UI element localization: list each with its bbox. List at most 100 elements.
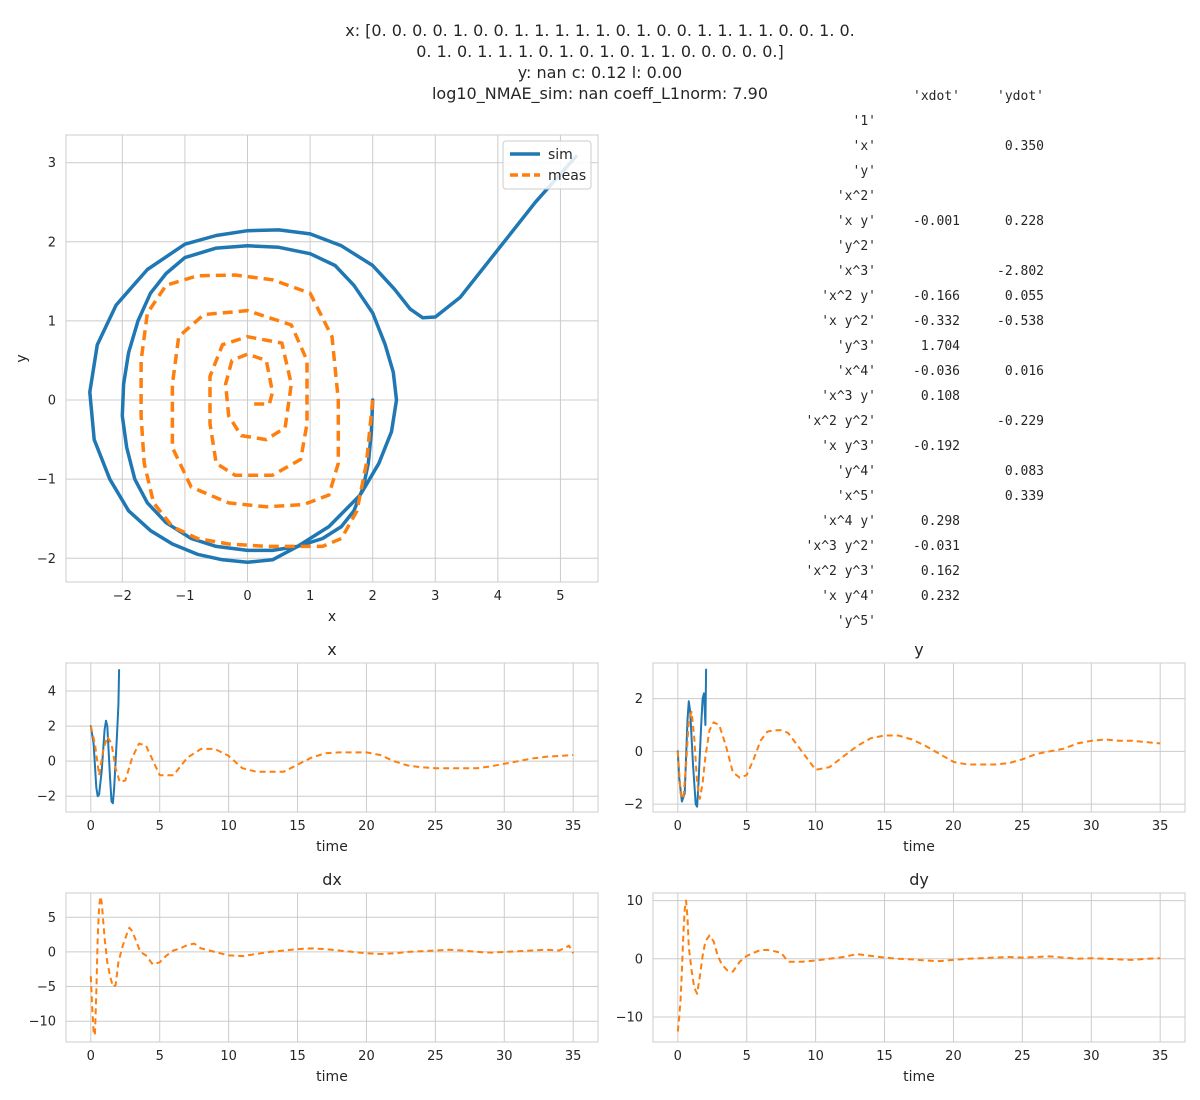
phase-x-tick-label: 3 — [431, 589, 439, 604]
table-cell-xdot: -0.332 — [913, 314, 960, 329]
table-row-term: 'x^2 y' — [821, 289, 876, 304]
table-row-term: 'x y^2' — [821, 314, 876, 329]
table-row-term: 'x^5' — [837, 489, 876, 504]
table-column-header: 'xdot' — [913, 89, 960, 104]
x_time-y-tick-label: 4 — [48, 685, 56, 700]
x_time-series-sim — [89, 669, 121, 805]
phase-y-tick-label: −2 — [37, 552, 56, 567]
table-row-term: 'x^4 y' — [821, 514, 876, 529]
y_time-series-sim — [676, 668, 708, 808]
dx_time-axes-frame — [65, 892, 599, 1043]
table-row-term: 'y^2' — [837, 239, 876, 254]
table-cell-xdot: -0.166 — [913, 289, 960, 304]
x_time-x-tick-label: 0 — [87, 819, 95, 834]
x_time-axes-frame — [65, 662, 599, 813]
y_time-panel-title: y — [914, 640, 923, 659]
table-row-term: 'x y^3' — [821, 439, 876, 454]
table-row-term: 'y^4' — [837, 464, 876, 479]
y_time-x-tick-label: 0 — [674, 819, 682, 834]
table-row: 'x^2 y^3' 0.162 — [806, 564, 960, 579]
table-cell-xdot: -0.001 — [913, 214, 960, 229]
x_time-x-tick-label: 20 — [358, 819, 375, 834]
y-time-panel: 0 5 10 15 20 25 30 35 −2 0 2 time y — [624, 640, 1186, 855]
dy_time-x-tick-label: 20 — [945, 1049, 962, 1064]
table-cell-ydot: -2.802 — [997, 264, 1044, 279]
dy_time-panel-title: dy — [909, 870, 929, 889]
table-row: 'y^5' — [837, 614, 876, 629]
dy_time-y-tick-label: −10 — [616, 1010, 643, 1025]
table-row: 'x^3 y^2' -0.031 — [806, 539, 960, 554]
table-cell-xdot: 1.704 — [921, 339, 960, 354]
phase-y-tick-label: 1 — [48, 314, 56, 329]
dx_time-x-tick-label: 35 — [565, 1049, 582, 1064]
phase-x-tick-label: 5 — [556, 589, 564, 604]
dy_time-x-tick-label: 10 — [807, 1049, 824, 1064]
x-time-panel: 0 5 10 15 20 25 30 35 −2 0 2 4 time x — [37, 640, 599, 855]
table-column-header: 'ydot' — [997, 89, 1044, 104]
figure-title-line-3: y: nan c: 0.12 l: 0.00 — [518, 63, 682, 82]
phase-y-tick-label: −1 — [37, 473, 56, 488]
dy_time-x-tick-label: 5 — [743, 1049, 751, 1064]
x_time-x-tick-label: 15 — [289, 819, 306, 834]
table-row: '1' — [853, 114, 876, 129]
x_time-y-tick-label: −2 — [37, 790, 56, 805]
figure-title: x: [0. 0. 0. 0. 1. 0. 0. 1. 1. 1. 1. 1. … — [345, 21, 855, 104]
dx-time-panel: 0 5 10 15 20 25 30 35 −10 −5 0 5 time dx — [29, 870, 599, 1085]
dx_time-x-tick-label: 5 — [156, 1049, 164, 1064]
table-cell-ydot: 0.055 — [1005, 289, 1044, 304]
dx_time-y-tick-label: −10 — [29, 1015, 56, 1030]
table-row-term: 'y^5' — [837, 614, 876, 629]
table-row: 'x^5' 0.339 — [837, 489, 1044, 504]
dx_time-y-tick-label: 5 — [48, 911, 56, 926]
dy_time-y-tick-label: 0 — [635, 952, 643, 967]
figure-title-line-1: x: [0. 0. 0. 0. 1. 0. 0. 1. 1. 1. 1. 1. … — [345, 21, 855, 40]
dy_time-x-tick-label: 15 — [876, 1049, 893, 1064]
x_time-y-tick-label: 0 — [48, 755, 56, 770]
x_time-x-tick-label: 10 — [220, 819, 237, 834]
y_time-plot-area — [653, 663, 1185, 812]
phase-x-tick-label: 2 — [369, 589, 377, 604]
dx_time-plot-area — [66, 893, 598, 1042]
table-cell-xdot: -0.031 — [913, 539, 960, 554]
table-row-term: 'x y^4' — [821, 589, 876, 604]
y_time-axes-frame — [652, 662, 1186, 813]
phase-x-tick-label: −1 — [175, 589, 194, 604]
phase-x-tick-label: −2 — [113, 589, 132, 604]
table-row: 'y^3' 1.704 — [837, 339, 960, 354]
table-row: 'x^4 y' 0.298 — [821, 514, 960, 529]
table-row-term: 'x^3 y' — [821, 389, 876, 404]
phase-legend-label-sim: sim — [548, 147, 573, 163]
table-cell-xdot: -0.192 — [913, 439, 960, 454]
dx_time-panel-title: dx — [322, 870, 342, 889]
table-row-term: '1' — [853, 114, 876, 129]
table-row-term: 'y^3' — [837, 339, 876, 354]
table-cell-xdot: 0.232 — [921, 589, 960, 604]
table-row: 'x^2 y' -0.166 0.055 — [821, 289, 1044, 304]
dx_time-y-tick-label: 0 — [48, 945, 56, 960]
x_time-panel-title: x — [327, 640, 336, 659]
dx_time-x-axis-label: time — [316, 1069, 348, 1085]
y_time-x-tick-label: 15 — [876, 819, 893, 834]
y_time-x-axis-label: time — [903, 839, 935, 855]
phase-x-tick-label: 1 — [306, 589, 314, 604]
x_time-series-meas — [89, 725, 574, 784]
phase-series-meas — [139, 273, 375, 549]
table-row: 'y^2' — [837, 239, 876, 254]
coefficient-table: 'xdot' 'ydot' '1' 'x' 0.350 'y' 'x^2' 'x y' -0.0… — [806, 89, 1044, 629]
table-row-term: 'x^2 y^2' — [806, 414, 876, 429]
table-row-term: 'x^3' — [837, 264, 876, 279]
phase-y-tick-label: 0 — [48, 394, 56, 409]
table-row: 'y^4' 0.083 — [837, 464, 1044, 479]
dx_time-x-tick-label: 30 — [496, 1049, 513, 1064]
phase-legend: sim meas — [502, 140, 592, 190]
table-row: 'x y' -0.001 0.228 — [837, 214, 1044, 229]
table-row: 'x^3' -2.802 — [837, 264, 1044, 279]
y_time-x-tick-label: 5 — [743, 819, 751, 834]
table-cell-ydot: 0.350 — [1005, 139, 1044, 154]
table-cell-ydot: -0.229 — [997, 414, 1044, 429]
phase-x-tick-label: 0 — [243, 589, 251, 604]
table-cell-ydot: 0.083 — [1005, 464, 1044, 479]
table-cell-ydot: 0.228 — [1005, 214, 1044, 229]
dy_time-series-meas — [676, 899, 1161, 1032]
dy-time-panel: 0 5 10 15 20 25 30 35 −10 0 10 time dy — [616, 870, 1186, 1085]
